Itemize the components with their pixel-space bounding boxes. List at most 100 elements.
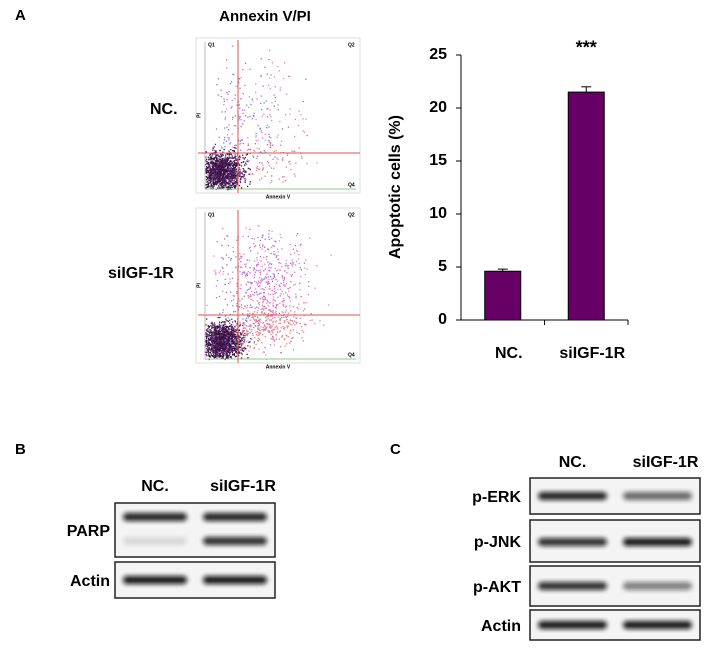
event-dot	[302, 130, 304, 132]
event-dot	[248, 315, 250, 317]
event-dot	[239, 155, 241, 157]
event-dot	[232, 295, 234, 297]
event-dot	[229, 348, 231, 350]
event-dot	[299, 244, 301, 246]
event-dot	[253, 318, 255, 320]
event-dot	[242, 176, 244, 178]
event-dot	[209, 153, 211, 156]
event-dot	[205, 351, 207, 354]
event-dot	[223, 326, 225, 329]
event-dot	[258, 332, 260, 335]
event-dot	[230, 328, 232, 330]
event-dot	[222, 273, 224, 275]
event-dot	[228, 157, 230, 159]
event-dot	[305, 259, 307, 261]
event-dot	[241, 298, 243, 300]
event-dot	[277, 109, 279, 111]
event-dot	[235, 291, 238, 293]
event-dot	[211, 180, 213, 182]
event-dot	[225, 330, 228, 333]
event-dot	[268, 278, 270, 281]
event-dot	[226, 186, 229, 189]
event-dot	[241, 165, 243, 167]
event-dot	[281, 316, 283, 318]
event-dot	[226, 326, 229, 328]
event-dot	[210, 180, 212, 182]
event-dot	[286, 294, 289, 296]
event-dot	[212, 181, 214, 183]
event-dot	[209, 154, 211, 156]
event-dot	[226, 350, 228, 352]
event-dot	[263, 289, 265, 291]
event-dot	[216, 279, 219, 282]
event-dot	[215, 285, 218, 287]
event-dot	[221, 177, 224, 179]
event-dot	[306, 162, 308, 165]
blot-row-label: p-JNK	[474, 534, 522, 551]
event-dot	[206, 186, 208, 188]
event-dot	[244, 348, 246, 350]
event-dot	[264, 133, 267, 135]
event-dot	[207, 163, 210, 166]
event-dot	[207, 348, 209, 350]
event-dot	[213, 184, 215, 186]
event-dot	[283, 316, 285, 318]
blot-band	[203, 537, 267, 545]
event-dot	[262, 137, 264, 139]
event-dot	[224, 163, 226, 165]
event-dot	[219, 166, 222, 168]
event-dot	[282, 293, 285, 295]
event-dot	[223, 172, 226, 174]
event-dot	[223, 178, 225, 180]
event-dot	[264, 151, 267, 153]
event-dot	[247, 281, 249, 283]
event-dot	[205, 337, 208, 339]
event-dot	[232, 246, 234, 248]
event-dot	[281, 140, 283, 142]
event-dot	[240, 261, 242, 263]
event-dot	[235, 155, 237, 158]
event-dot	[217, 157, 219, 160]
event-dot	[215, 353, 217, 355]
event-dot	[264, 324, 266, 326]
event-dot	[212, 165, 214, 167]
event-dot	[214, 149, 216, 152]
event-dot	[249, 259, 251, 262]
event-dot	[206, 161, 208, 163]
event-dot	[268, 323, 270, 325]
event-dot	[219, 316, 221, 319]
event-dot	[250, 103, 252, 106]
event-dot	[217, 78, 220, 80]
event-dot	[239, 172, 241, 174]
event-dot	[214, 160, 217, 162]
event-dot	[295, 264, 297, 266]
event-dot	[210, 156, 213, 158]
event-dot	[216, 346, 218, 348]
event-dot	[309, 319, 311, 322]
event-dot	[294, 271, 296, 273]
event-dot	[233, 161, 235, 164]
event-dot	[225, 345, 227, 347]
event-dot	[214, 171, 216, 173]
event-dot	[253, 115, 255, 117]
event-dot	[222, 187, 224, 189]
event-dot	[258, 244, 261, 246]
event-dot	[208, 348, 210, 351]
event-dot	[220, 331, 223, 333]
event-dot	[229, 319, 231, 321]
event-dot	[253, 347, 255, 350]
event-dot	[248, 288, 250, 290]
event-dot	[211, 336, 213, 338]
flow-y-label: PI	[196, 283, 202, 288]
event-dot	[260, 58, 262, 60]
event-dot	[211, 163, 213, 166]
event-dot	[252, 293, 254, 296]
event-dot	[261, 279, 264, 281]
event-dot	[248, 96, 250, 98]
event-dot	[267, 330, 269, 332]
event-dot	[209, 342, 211, 345]
event-dot	[231, 171, 233, 173]
event-dot	[232, 173, 234, 175]
event-dot	[207, 162, 210, 164]
